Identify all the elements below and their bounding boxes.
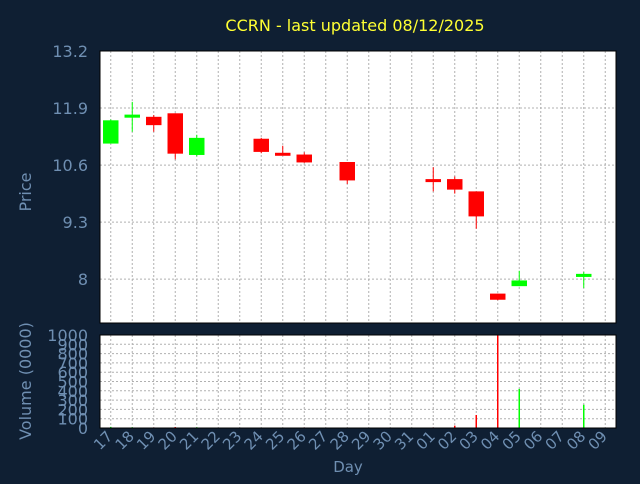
price-tick-label: 13.2 [52,42,88,61]
candle-body-24 [254,139,269,152]
volume-bar-03 [476,415,478,428]
volume-panel: 0100200300400500600700800900100017181920… [47,326,616,454]
volume-tick-label: 1000 [47,326,88,345]
volume-bar-08 [583,405,585,428]
price-tick-label: 10.6 [52,156,88,175]
day-axis-label: Day [333,458,363,476]
price-axis-label: Price [16,172,35,211]
chart-title: CCRN - last updated 08/12/2025 [225,16,484,35]
candle-body-01 [426,179,441,182]
candle-body-08 [576,274,591,277]
price-tick-label: 8 [78,270,88,289]
candle-body-17 [103,120,118,143]
candle-body-03 [469,191,484,216]
candle-body-05 [512,280,527,286]
candle-body-28 [340,162,355,180]
candle-body-04 [490,294,505,300]
volume-bar-04 [497,335,499,428]
price-plot-area [100,51,616,323]
candle-body-21 [189,138,204,155]
price-tick-label: 11.9 [52,99,88,118]
candle-body-02 [447,179,462,190]
volume-bar-05 [519,389,521,428]
candle-body-26 [297,155,312,163]
volume-axis-label: Volume (0000) [16,322,35,440]
candle-body-19 [146,117,161,125]
candle-body-18 [125,115,140,118]
candle-body-20 [168,113,183,153]
candle-body-25 [275,153,290,156]
price-panel: 13.2 11.9 10.6 9.3 8 [52,42,616,323]
day-tick-label: 09 [585,427,611,453]
price-tick-label: 9.3 [63,213,88,232]
